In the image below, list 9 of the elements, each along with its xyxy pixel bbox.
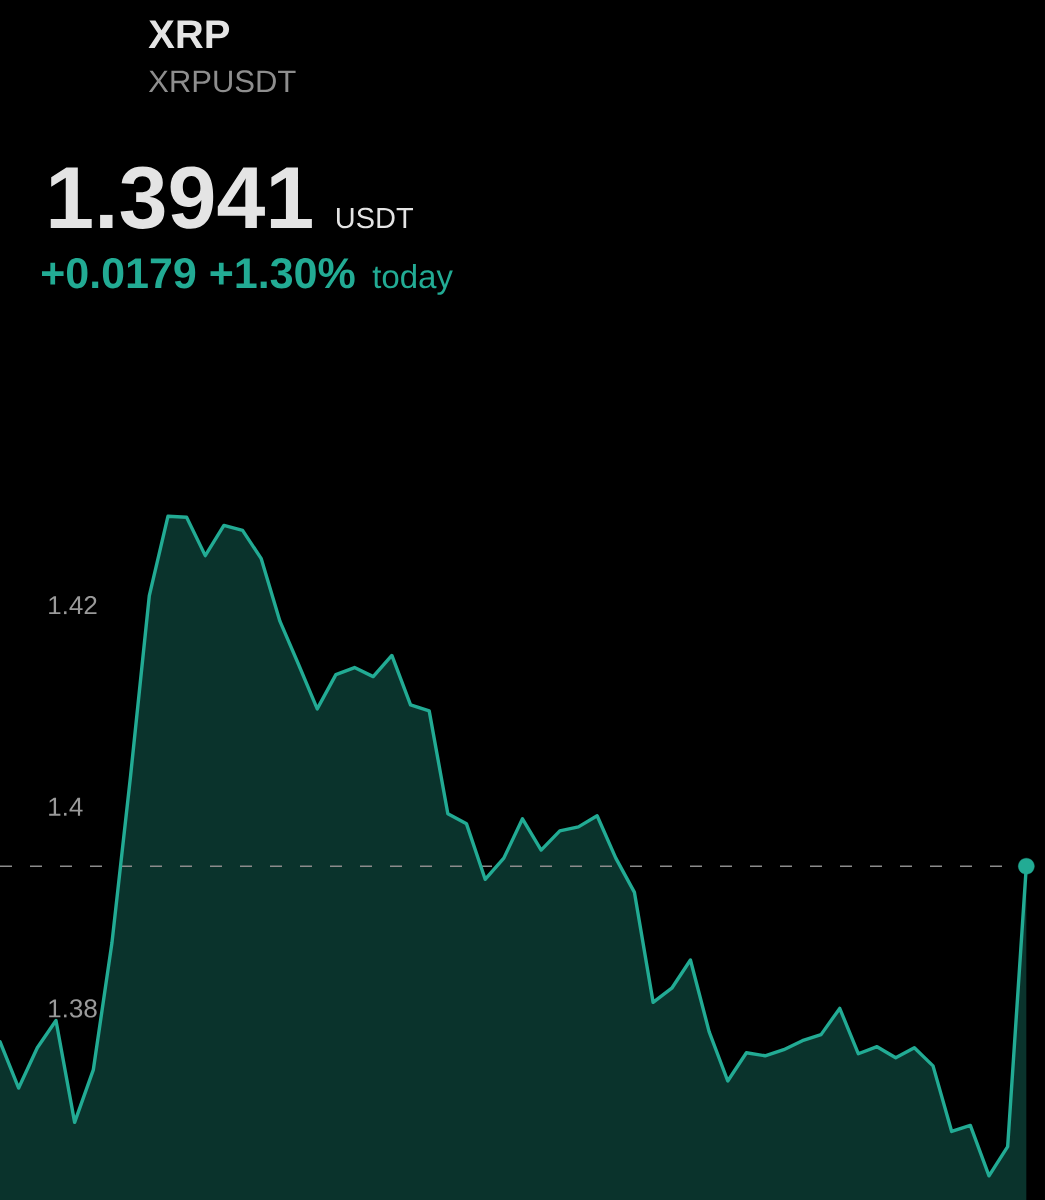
annotation: +0.0179 +1.30% bbox=[42, 257, 355, 289]
chart-title: XRP bbox=[148, 20, 230, 48]
y-tick-label: 1.42 bbox=[49, 595, 97, 615]
text: XRPUSDT bbox=[148, 70, 296, 93]
annotation: today bbox=[372, 264, 453, 295]
annotation: USDT bbox=[336, 207, 414, 229]
y-tick-label: 1.4 bbox=[49, 797, 83, 816]
y-tick-label: 1.38 bbox=[49, 999, 97, 1018]
annotation: 1.3941 bbox=[50, 166, 312, 229]
